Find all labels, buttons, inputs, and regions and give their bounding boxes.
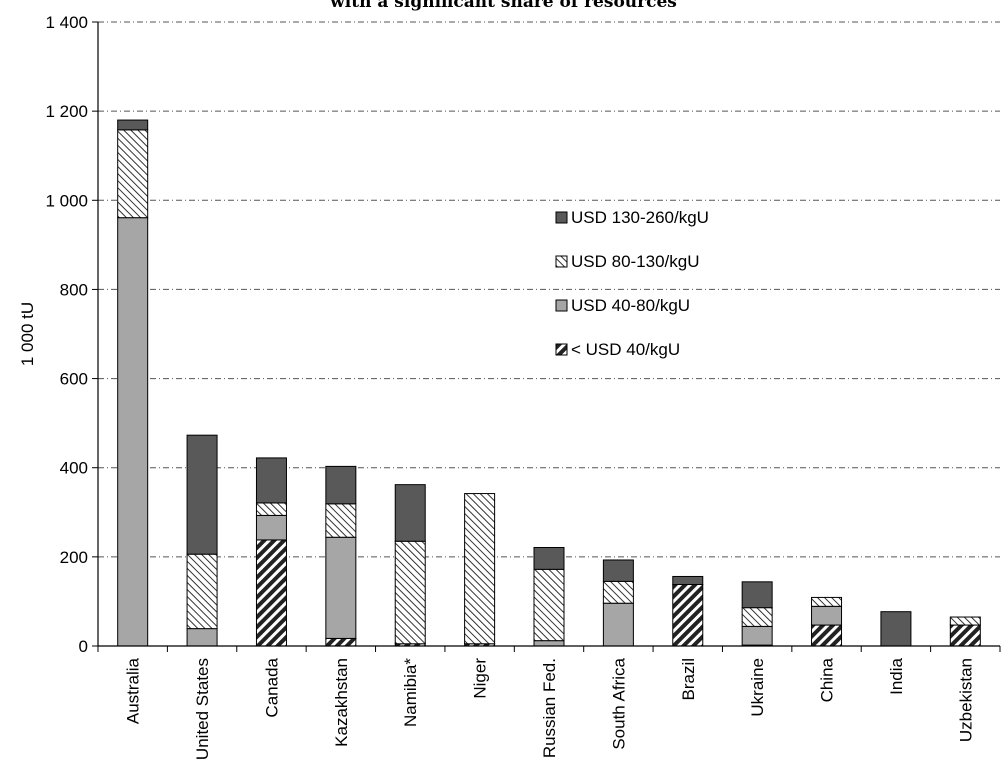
- grid-lines: [98, 21, 1000, 558]
- x-tick-label: Ukraine: [748, 658, 767, 717]
- bar-segment: [949, 624, 981, 647]
- bar-segment: [602, 602, 634, 647]
- legend: USD 130-260/kgU USD 80-130/kgU USD 40-80/k…: [555, 208, 709, 359]
- x-tick-label: Niger: [471, 658, 490, 699]
- y-tick-label: 0: [79, 637, 88, 656]
- axes: 0 200 400 600 800 1 000 1 200 1 400 1 000 tU Aust…: [18, 13, 1001, 760]
- bar-segment: [880, 611, 912, 647]
- bar-segment: [533, 640, 565, 647]
- legend-swatch: [555, 299, 568, 312]
- bar-segment: [255, 514, 287, 541]
- bar-segment: [255, 457, 287, 504]
- bar-segment: [533, 568, 565, 642]
- bar-segment: [949, 616, 981, 626]
- x-tick-label: Canada: [262, 657, 281, 717]
- y-tick-label: 1 200: [45, 102, 88, 121]
- bar-segment: [186, 434, 218, 555]
- x-tick-label: United States: [193, 658, 212, 760]
- bar-segment: [464, 493, 496, 645]
- bar-segment: [325, 465, 357, 505]
- legend-swatch: [555, 343, 568, 356]
- bar-segment: [741, 607, 773, 627]
- y-tick-label: 400: [60, 459, 88, 478]
- bar-segment: [394, 540, 426, 645]
- bar-segment: [325, 536, 357, 639]
- y-axis-label: 1 000 tU: [18, 302, 37, 366]
- bar-segment: [255, 502, 287, 516]
- legend-label: < USD 40/kgU: [571, 340, 680, 359]
- legend-swatch: [555, 255, 568, 268]
- bar-segment: [186, 628, 218, 647]
- y-tick-label: 1 000: [45, 191, 88, 210]
- bar-segment: [117, 129, 149, 219]
- x-tick-label: Brazil: [679, 658, 698, 701]
- bar-segment: [741, 625, 773, 646]
- x-tick-label: Russian Fed.: [540, 658, 559, 758]
- y-tick-label: 1 400: [45, 13, 88, 32]
- legend-swatch: [555, 211, 568, 224]
- y-tick-label: 200: [60, 548, 88, 567]
- bar-segment: [811, 605, 843, 626]
- bar-segment: [672, 575, 704, 585]
- bar-segment: [117, 119, 149, 131]
- y-tick-label: 600: [60, 370, 88, 389]
- x-tick-label: Australia: [124, 657, 143, 724]
- bar-segment: [811, 624, 843, 647]
- bar-segment: [186, 553, 218, 630]
- y-tick-label: 800: [60, 280, 88, 299]
- bar-segment: [325, 503, 357, 538]
- bar-segment: [255, 539, 287, 647]
- bar-segment: [325, 637, 357, 647]
- bar-segment: [117, 217, 149, 647]
- chart-title: with a significant share of resources: [330, 0, 677, 12]
- x-tick-label: South Africa: [609, 657, 628, 749]
- bar-segment: [811, 596, 843, 607]
- x-tick-label: China: [818, 657, 837, 702]
- bar-segment: [602, 559, 634, 582]
- x-tick-label: India: [887, 657, 906, 694]
- bar-segment: [533, 546, 565, 570]
- bar-segment: [394, 484, 426, 542]
- x-tick-label: Kazakhstan: [332, 658, 351, 747]
- x-tick-label: Uzbekistan: [956, 658, 975, 742]
- legend-label: USD 40-80/kgU: [571, 296, 690, 315]
- x-tick-label: Namibia*: [401, 658, 420, 727]
- bar-segment: [602, 580, 634, 604]
- legend-label: USD 80-130/kgU: [571, 252, 700, 271]
- bars: [117, 119, 981, 647]
- legend-label: USD 130-260/kgU: [571, 208, 709, 227]
- bar-segment: [672, 583, 704, 647]
- bar-segment: [741, 581, 773, 609]
